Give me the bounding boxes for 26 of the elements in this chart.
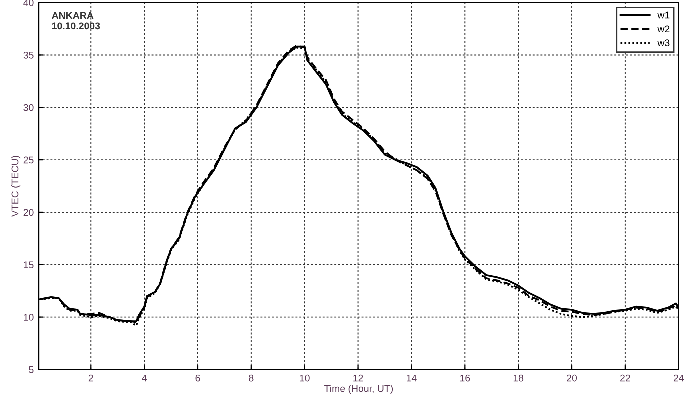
y-tick-label: 30 [24,104,34,112]
x-tick-label: 20 [567,374,578,382]
x-axis-title: Time (Hour, UT) [324,385,394,394]
x-tick-label: 10 [300,374,310,382]
y-tick-label: 10 [24,314,34,321]
x-tick-label: 6 [196,374,200,382]
x-tick-label: 12 [354,374,364,382]
y-tick-label: 20 [24,209,34,216]
y-tick-label: 40 [24,0,34,6]
y-tick-label: 35 [24,52,34,59]
x-tick-label: 22 [620,374,630,382]
y-tick-label: 25 [24,156,34,164]
y-tick-label: 15 [24,262,34,269]
y-tick-label: 5 [29,366,34,374]
x-tick-label: 16 [460,374,470,382]
x-tick-label: 14 [407,374,417,382]
x-tick-label: 24 [674,374,684,382]
x-tick-label: 2 [88,374,94,382]
x-tick-label: 4 [142,374,147,382]
legend-label: w2 [658,26,670,33]
x-tick-label: 18 [514,374,524,382]
x-tick-label: 8 [249,374,254,382]
y-axis-title: VTEC (TECU) [12,156,21,218]
legend-label: w1 [658,12,670,19]
legend-label: w3 [658,40,670,47]
annotation: ANKARA 10.10.2003 [52,12,100,30]
